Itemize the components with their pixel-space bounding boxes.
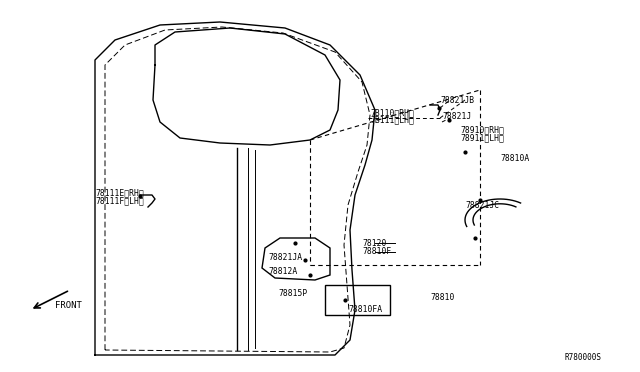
Text: 78911〈LH〉: 78911〈LH〉	[460, 134, 504, 142]
Text: 78810A: 78810A	[500, 154, 529, 163]
Text: FRONT: FRONT	[55, 301, 82, 310]
Text: 78812A: 78812A	[268, 267, 297, 276]
Text: R780000S: R780000S	[565, 353, 602, 362]
Text: 78821JA: 78821JA	[268, 253, 302, 263]
Text: 78821JB: 78821JB	[440, 96, 474, 105]
Text: 78810F: 78810F	[362, 247, 391, 257]
Text: 78821JC: 78821JC	[465, 201, 499, 209]
Text: 78910〈RH〉: 78910〈RH〉	[460, 125, 504, 135]
Text: 78111F〈LH〉: 78111F〈LH〉	[95, 196, 144, 205]
Text: 78120: 78120	[362, 238, 387, 247]
Text: 78815P: 78815P	[278, 289, 307, 298]
Text: 78810FA: 78810FA	[348, 305, 382, 314]
Text: 78111E〈RH〉: 78111E〈RH〉	[95, 189, 144, 198]
Text: 78810: 78810	[430, 294, 454, 302]
Text: 78821J: 78821J	[442, 112, 471, 121]
Text: 7B110〈RH〉: 7B110〈RH〉	[370, 109, 414, 118]
Text: 7B111〈LH〉: 7B111〈LH〉	[370, 115, 414, 125]
